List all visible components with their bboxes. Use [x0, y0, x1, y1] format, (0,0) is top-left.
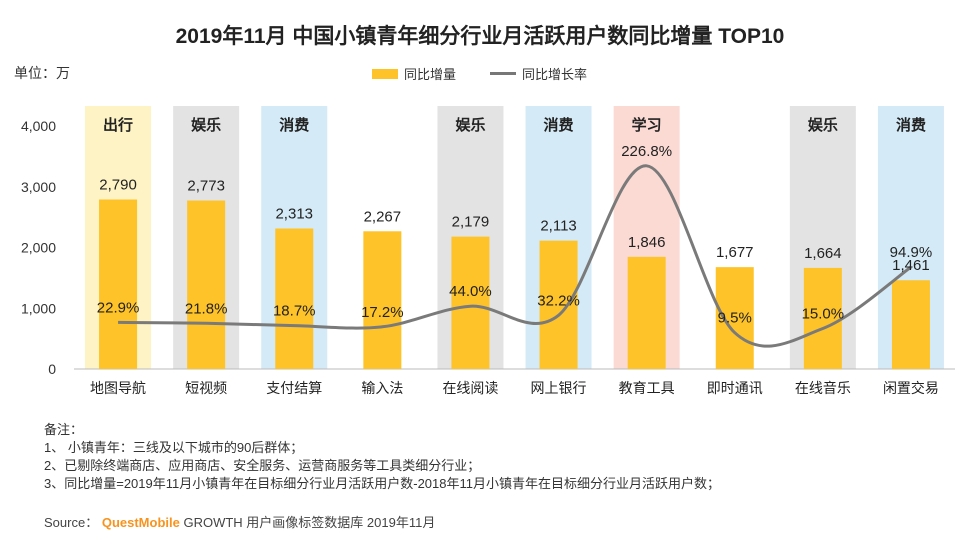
- bar: [715, 267, 754, 369]
- rate-value-label: 18.7%: [273, 303, 316, 320]
- bar-value-label: 1,846: [628, 234, 666, 251]
- group-label: 娱乐: [455, 116, 485, 134]
- source-prefix: Source：: [44, 515, 99, 530]
- bar: [451, 236, 490, 369]
- note-line-1: 1、 小镇青年：三线及以下城市的90后群体；: [44, 440, 304, 455]
- group-label: 消费: [544, 116, 574, 134]
- x-tick-label: 网上银行: [531, 380, 587, 396]
- group-label: 出行: [103, 116, 133, 134]
- bar: [99, 199, 138, 369]
- bar: [627, 256, 666, 369]
- bar-value-label: 2,313: [275, 205, 313, 222]
- source-rest: GROWTH 用户画像标签数据库 2019年11月: [183, 515, 436, 530]
- bar: [187, 200, 226, 369]
- x-tick-label: 闲置交易: [883, 380, 939, 396]
- rate-value-label: 22.9%: [97, 299, 140, 316]
- unit-label: 单位：万: [14, 65, 70, 81]
- notes-heading: 备注：: [44, 422, 84, 437]
- rate-value-label: 44.0%: [449, 283, 492, 300]
- x-tick-label: 教育工具: [619, 380, 675, 396]
- bar-value-label: 2,179: [452, 214, 490, 231]
- y-tick-label: 0: [48, 361, 56, 377]
- y-tick-label: 3,000: [21, 179, 56, 195]
- bar-value-label: 2,790: [99, 177, 137, 194]
- legend-bar-label: 同比增量: [404, 67, 457, 82]
- rate-value-label: 226.8%: [621, 143, 672, 160]
- bar-value-label: 1,677: [716, 244, 754, 261]
- legend: 同比增量 同比增长率: [372, 64, 587, 83]
- source-brand: QuestMobile: [101, 515, 180, 530]
- group-label: 消费: [279, 116, 309, 134]
- y-tick-label: 4,000: [21, 118, 56, 134]
- growth-rate-line: [118, 164, 912, 348]
- bar-value-label: 2,267: [364, 208, 402, 225]
- note-line-2: 2、已剔除终端商店、应用商店、安全服务、运营商服务等工具类细分行业；: [44, 458, 481, 473]
- source-line: Source： QuestMobile GROWTH 用户画像标签数据库 201…: [44, 512, 435, 531]
- rate-value-label: 21.8%: [185, 300, 228, 317]
- note-line-3: 3、同比增量=2019年11月小镇青年在目标细分行业月活跃用户数-2018年11…: [44, 476, 720, 491]
- rate-value-label: 9.5%: [718, 310, 752, 327]
- legend-bar-swatch: [372, 68, 398, 79]
- rate-value-label: 94.9%: [890, 244, 933, 261]
- bar-value-label: 2,773: [187, 178, 225, 195]
- bar-value-label: 1,461: [892, 257, 930, 274]
- rate-value-label: 32.2%: [537, 292, 580, 309]
- legend-line-swatch: [490, 72, 517, 75]
- bar: [363, 231, 402, 369]
- group-label: 消费: [896, 116, 926, 134]
- y-tick-label: 1,000: [21, 300, 56, 316]
- bar-value-label: 1,664: [804, 245, 842, 262]
- bar-line-chart: 出行 娱乐 消费 娱乐 消费 学习 娱乐 消费 0 1,000 2,000 3,000 4,000 地图导…: [21, 106, 955, 396]
- bar-value-label: 2,113: [540, 218, 576, 235]
- rate-value-label: 17.2%: [361, 304, 404, 321]
- x-tick-label: 地图导航: [90, 380, 146, 396]
- group-label: 娱乐: [191, 116, 221, 134]
- x-tick-label: 在线阅读: [442, 380, 498, 396]
- x-tick-label: 输入法: [361, 380, 403, 396]
- bar: [539, 240, 578, 369]
- legend-line-label: 同比增长率: [522, 67, 588, 82]
- x-tick-label: 在线音乐: [795, 380, 851, 396]
- notes: 备注： 1、 小镇青年：三线及以下城市的90后群体； 2、已剔除终端商店、应用商…: [44, 421, 720, 493]
- bar: [803, 267, 842, 369]
- y-tick-label: 2,000: [21, 240, 56, 256]
- group-label: 娱乐: [808, 116, 838, 134]
- x-tick-label: 即时通讯: [707, 380, 763, 396]
- group-label: 学习: [632, 116, 662, 134]
- bar: [891, 280, 930, 369]
- bar: [275, 228, 314, 369]
- x-tick-label: 支付结算: [266, 380, 322, 396]
- x-tick-label: 短视频: [185, 380, 227, 396]
- rate-value-label: 15.0%: [802, 305, 845, 322]
- chart-title: 2019年11月 中国小镇青年细分行业月活跃用户数同比增量 TOP10: [175, 25, 785, 48]
